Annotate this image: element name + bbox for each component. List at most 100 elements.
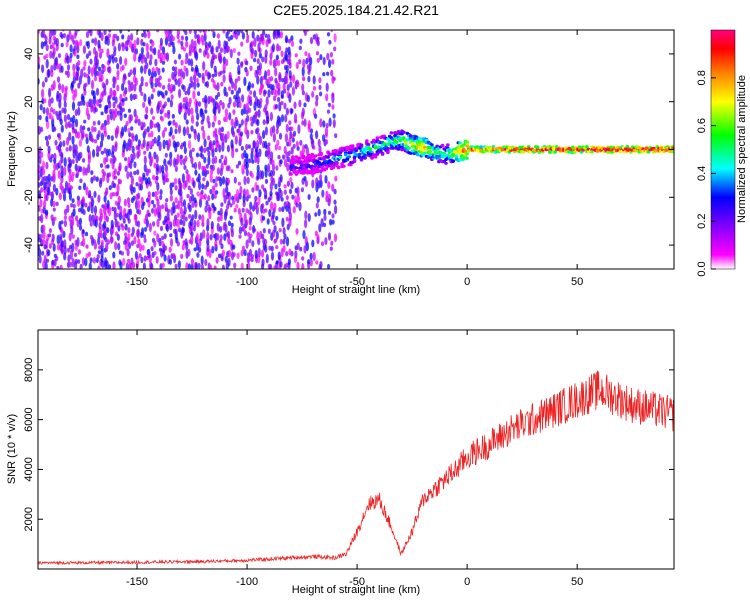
spectrogram-cell <box>187 202 191 210</box>
spectrogram-cell <box>223 233 227 242</box>
spectrogram-cell <box>219 70 223 75</box>
spectrogram-cell <box>45 161 49 170</box>
spectrogram-cell <box>283 233 287 240</box>
spectrogram-cell <box>179 154 183 159</box>
spectrogram-cell <box>237 75 241 82</box>
spectrogram-cell <box>80 68 84 79</box>
spectrogram-cell <box>108 30 112 33</box>
spectrogram-cell <box>316 196 320 203</box>
spectrogram-cell <box>226 203 230 210</box>
spectrogram-cell <box>161 204 165 210</box>
spectrogram-cell <box>237 207 241 215</box>
spectrogram-cell <box>303 176 307 182</box>
spectrogram-cell <box>290 108 294 114</box>
spectrogram-cell <box>107 148 111 157</box>
spectrogram-cell <box>230 169 234 174</box>
spectrogram-cell <box>161 60 166 65</box>
spectrogram-cell <box>164 215 168 223</box>
spectrogram-cell <box>176 154 180 164</box>
spectrogram-cell <box>84 167 88 176</box>
spectrogram-cell <box>227 220 232 227</box>
spectrogram-cell <box>265 253 269 264</box>
spectrogram-cell <box>233 207 237 213</box>
spectrogram-cell <box>285 53 289 62</box>
spectrogram-cell <box>307 259 311 265</box>
spectrogram-cell <box>123 113 127 119</box>
spectrogram-cell <box>66 136 70 146</box>
spectrogram-cell <box>266 115 270 124</box>
spectrogram-cell <box>246 34 250 40</box>
spectrogram-cell <box>75 215 79 222</box>
spectrogram-cell <box>143 155 147 165</box>
spectrogram-cell <box>255 151 259 158</box>
spectrogram-cell <box>183 47 187 52</box>
spectrogram-cell <box>163 127 168 132</box>
spectrogram-cell <box>326 109 331 114</box>
spectrogram-cell <box>140 91 144 96</box>
spectrogram-cell <box>201 214 205 224</box>
spectrogram-cell <box>38 233 41 240</box>
spectrogram-cell <box>118 162 122 172</box>
spectrogram-cell <box>135 182 139 187</box>
snr-frame <box>37 329 675 570</box>
spectrogram-cell <box>71 257 75 268</box>
spectrogram-cell <box>249 90 253 95</box>
spectrogram-cell <box>323 208 327 216</box>
spectrogram-cell <box>262 130 266 140</box>
spectrogram-cell <box>105 260 109 269</box>
spectrogram-cell <box>277 251 281 261</box>
spectrogram-cell <box>67 254 71 263</box>
spectrogram-cell <box>103 195 107 203</box>
spectrogram-cell <box>245 168 249 177</box>
spectrogram-cell <box>38 255 42 264</box>
spectrogram-cell <box>231 195 235 201</box>
spectrogram-cell <box>143 128 147 136</box>
spectrogram-cell <box>319 91 323 97</box>
spectrogram-cell <box>279 174 283 183</box>
spectrogram-cell <box>197 101 202 107</box>
spectrogram-cell <box>208 210 212 220</box>
spectrogram-cell <box>328 59 332 69</box>
spectrogram-cell <box>89 58 93 65</box>
spectrogram-cell <box>394 140 399 144</box>
spectrogram-cell <box>167 83 171 91</box>
spectrogram-cell <box>269 190 273 197</box>
spectrogram-cell <box>258 135 263 145</box>
spectrogram-cell <box>259 98 263 104</box>
spectrogram-cell <box>324 237 328 246</box>
spectrogram-cell <box>103 83 107 92</box>
spectrogram-cell <box>290 40 295 48</box>
spectrogram-cell <box>254 249 258 259</box>
spectrogram-cell <box>247 194 251 199</box>
spectrogram-cell <box>85 186 89 196</box>
spectrogram-cell <box>190 125 194 132</box>
spectrogram-cell <box>50 154 54 159</box>
spectrogram-cell <box>129 40 133 49</box>
spectrogram-cell <box>233 262 237 269</box>
spectrogram-cell <box>53 126 57 132</box>
spectrogram-cell <box>72 143 76 154</box>
spectrogram-cell <box>194 169 198 176</box>
spectrogram-cell <box>60 171 64 178</box>
spectrogram-cell <box>185 262 189 269</box>
spectrogram-cell <box>211 121 215 128</box>
spectrogram-cell <box>251 30 255 39</box>
spectrogram-cell <box>260 83 265 90</box>
spectrogram-cell <box>225 91 229 97</box>
spectrogram-cell <box>280 50 284 57</box>
spectrogram-cell <box>253 228 257 232</box>
spectrogram-cell <box>318 77 322 84</box>
spectrogram-cell <box>274 238 278 243</box>
spectrogram-cell <box>177 200 181 210</box>
spectrogram-cell <box>312 75 316 85</box>
spectrogram-cell <box>39 233 43 239</box>
spectrogram-cell <box>94 37 98 46</box>
spectrogram-cell <box>189 188 193 195</box>
spectrogram-cell <box>236 196 240 204</box>
spectrogram-cell <box>301 256 305 261</box>
spectrogram-cell <box>264 70 268 80</box>
spectrogram-cell <box>245 39 249 43</box>
spectrogram-cell <box>130 240 135 246</box>
spectrogram-cell <box>108 185 112 191</box>
spectrogram-cell <box>236 189 240 199</box>
